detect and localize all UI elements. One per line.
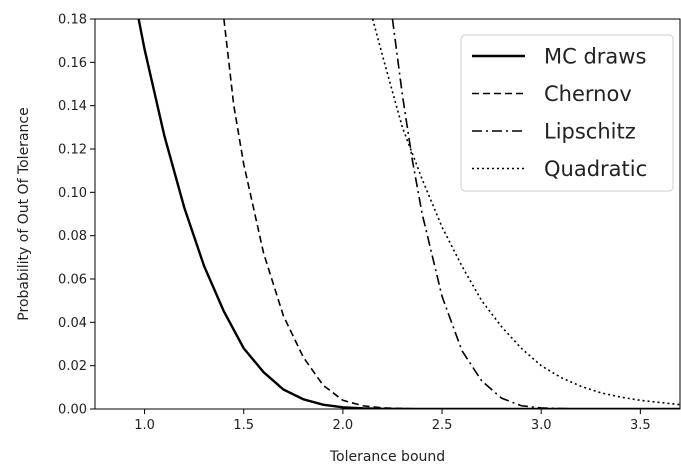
legend-label-quadratic: Quadratic [544, 157, 647, 181]
x-tick-label: 2.5 [432, 418, 453, 433]
x-axis-label: Tolerance bound [329, 449, 445, 465]
series-line-chernov [223, 19, 680, 409]
y-tick-label: 0.12 [58, 143, 87, 158]
y-tick-label: 0.06 [58, 273, 87, 288]
y-tick-label: 0.02 [58, 359, 87, 374]
x-tick-label: 1.5 [233, 418, 254, 433]
x-tick-label: 3.5 [630, 418, 651, 433]
y-axis-label: Probability of Out Of Tolerance [16, 107, 32, 320]
x-tick-label: 2.0 [333, 418, 354, 433]
series-line-lipschitz [391, 19, 680, 409]
y-tick-label: 0.16 [58, 56, 87, 71]
y-tick-label: 0.04 [58, 316, 87, 331]
x-tick-label: 1.0 [134, 418, 155, 433]
series-line-mc-draws [137, 19, 680, 409]
x-axis: 1.0 1.5 2.0 2.5 3.0 3.5 [134, 409, 651, 433]
legend-label-chernov: Chernov [544, 82, 632, 106]
legend-label-mc-draws: MC draws [544, 45, 646, 69]
plot-frame [94, 18, 681, 410]
y-tick-label: 0.18 [58, 13, 87, 28]
y-tick-label: 0.14 [58, 99, 87, 114]
y-axis: 0.00 0.02 0.04 0.06 0.08 0.10 0.12 0.14 0.16 0.18 [58, 13, 95, 418]
series-line-quadratic [371, 19, 680, 406]
y-tick-label: 0.08 [58, 229, 87, 244]
legend-box [460, 34, 674, 192]
legend: MC draws Chernov Lipschitz Quadratic [460, 34, 674, 192]
x-tick-label: 3.0 [531, 418, 552, 433]
plot-lines [137, 19, 680, 409]
y-tick-label: 0.10 [58, 186, 87, 201]
y-tick-label: 0.00 [58, 403, 87, 418]
legend-label-lipschitz: Lipschitz [544, 120, 636, 144]
